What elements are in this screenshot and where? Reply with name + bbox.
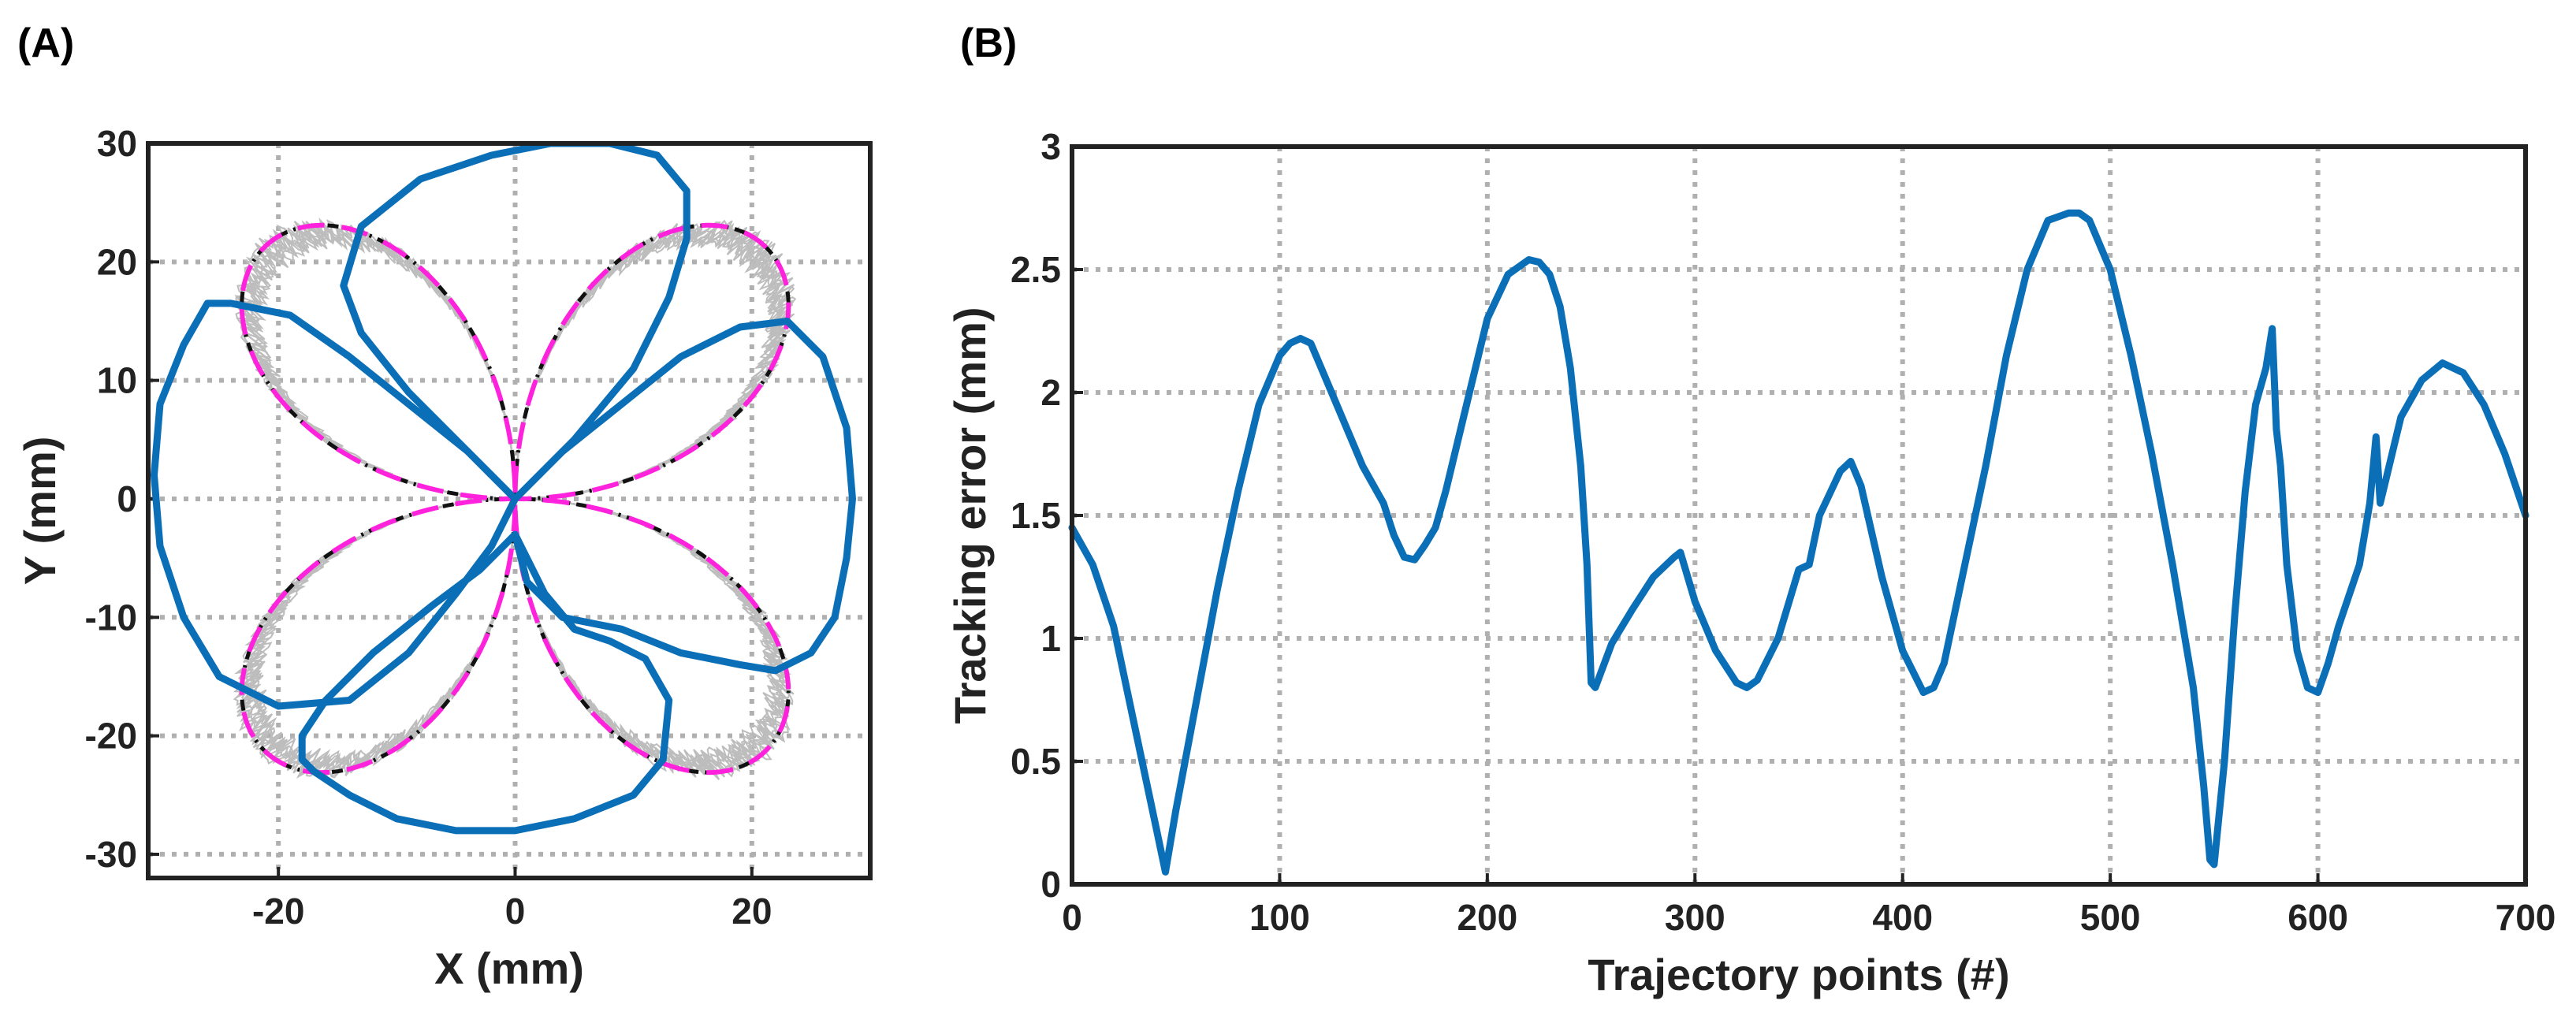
- a-ytick-label: -10: [85, 597, 137, 638]
- b-ytick-label: 3: [1040, 126, 1061, 167]
- a-xtick-label: 0: [505, 891, 526, 932]
- b-ytick-label: 1.5: [1011, 495, 1061, 536]
- a-y-axis-title: Y (mm): [15, 437, 65, 586]
- b-xtick-label: 0: [1062, 897, 1082, 938]
- panel-a-label: (A): [17, 20, 74, 66]
- chart-b: 0 100 200 300 400 500 600 700 0 0.5 1 1.5 2 2.5 3 Traje…: [945, 126, 2556, 999]
- b-xtick-label: 400: [1872, 897, 1933, 938]
- b-ytick-label: 1: [1040, 618, 1061, 659]
- a-ytick-label: 20: [97, 241, 137, 282]
- a-xtick-label: -20: [252, 891, 304, 932]
- a-ytick-label: -30: [85, 834, 137, 875]
- a-ytick-label: 0: [117, 478, 137, 519]
- b-ytick-label: 0: [1040, 864, 1061, 905]
- b-xtick-label: 700: [2496, 897, 2556, 938]
- a-plot-area: [151, 143, 856, 835]
- a-ytick-label: -20: [85, 716, 137, 757]
- chart-a: -20 0 20 -30 -20 -10 0 10 20 30 X (mm) Y (mm): [15, 123, 873, 993]
- panel-b-label: (B): [960, 20, 1017, 66]
- b-xtick-label: 200: [1457, 897, 1517, 938]
- a-reference-dashdot-line: [240, 223, 791, 775]
- a-ytick-label: 30: [97, 123, 137, 164]
- b-xtick-label: 500: [2080, 897, 2141, 938]
- a-ytick-label: 10: [97, 360, 137, 401]
- a-x-axis-title: X (mm): [434, 943, 584, 993]
- b-error-line: [1068, 209, 2529, 876]
- b-ytick-label: 2.5: [1011, 249, 1061, 290]
- b-xtick-label: 100: [1249, 897, 1310, 938]
- b-ytick-label: 2: [1040, 372, 1061, 413]
- b-ytick-label: 0.5: [1011, 741, 1061, 782]
- b-x-axis-title: Trajectory points (#): [1588, 950, 2009, 999]
- b-y-axis-title: Tracking error (mm): [945, 307, 995, 724]
- a-tracked-line: [151, 143, 856, 835]
- a-reference-dashed-line: [239, 222, 791, 776]
- a-axes-box: [146, 141, 873, 880]
- b-axes-box: [1070, 144, 2528, 887]
- a-xtick-label: 20: [731, 891, 772, 932]
- b-xtick-label: 600: [2288, 897, 2348, 938]
- b-xtick-label: 300: [1665, 897, 1725, 938]
